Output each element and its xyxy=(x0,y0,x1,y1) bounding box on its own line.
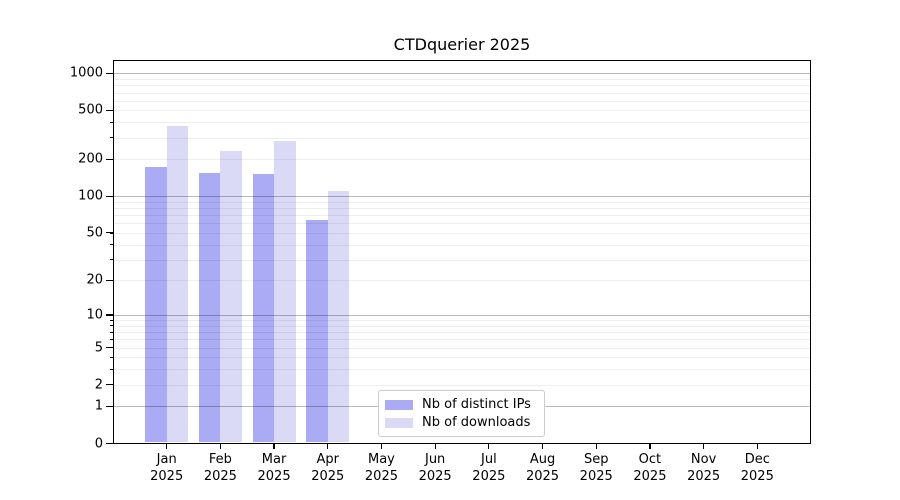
y-tick-label-10: 10 xyxy=(86,307,103,323)
gridline-y-1000 xyxy=(113,73,811,75)
chart-legend: Nb of distinct IPs Nb of downloads xyxy=(378,390,545,437)
x-tick-mark-nov xyxy=(703,444,705,449)
y-minor-tick-9 xyxy=(109,319,113,321)
x-tick-mark-feb xyxy=(219,444,221,449)
y-tick-label-20: 20 xyxy=(86,272,103,288)
y-minor-tick-8 xyxy=(109,325,113,327)
y-tick-mark-500 xyxy=(106,109,113,112)
x-tick-mark-aug xyxy=(541,444,544,449)
y-minor-tick-7 xyxy=(109,331,113,333)
y-tick-label-200: 200 xyxy=(78,151,103,167)
x-tick-mark-jan xyxy=(166,444,168,449)
y-minor-tick-3 xyxy=(109,368,113,370)
y-tick-label-100: 100 xyxy=(78,188,103,204)
chart-title: CTDquerier 2025 xyxy=(393,35,531,54)
y-tick-mark-5 xyxy=(106,346,113,349)
x-tick-mark-jul xyxy=(488,444,490,449)
x-tick-label-jul: Jul 2025 xyxy=(472,452,506,484)
y-minor-tick-30 xyxy=(109,259,113,261)
y-tick-mark-50 xyxy=(106,232,113,234)
x-tick-mark-dec xyxy=(756,444,758,449)
bar-nb-of-downloads-feb xyxy=(220,150,242,443)
y-tick-mark-1000 xyxy=(106,72,113,74)
x-tick-mark-jun xyxy=(434,444,436,449)
y-minor-tick-6 xyxy=(109,338,113,340)
y-tick-mark-10 xyxy=(106,314,113,316)
y-tick-label-1000: 1000 xyxy=(69,65,103,81)
legend-label-distinct-ips: Nb of distinct IPs xyxy=(422,397,531,412)
gridline-y-800 xyxy=(113,85,811,87)
legend-label-downloads: Nb of downloads xyxy=(422,415,531,430)
bar-nb-of-distinct-ips-jan xyxy=(145,167,167,443)
x-tick-mark-mar xyxy=(273,444,275,449)
bar-nb-of-downloads-mar xyxy=(274,141,296,443)
y-tick-mark-20 xyxy=(106,279,113,281)
gridline-y-200 xyxy=(113,159,811,161)
gridline-y-700 xyxy=(113,92,811,94)
y-tick-mark-2 xyxy=(106,384,113,386)
x-tick-mark-may xyxy=(380,444,383,449)
x-tick-label-aug: Aug 2025 xyxy=(525,452,560,484)
gridline-y-900 xyxy=(113,79,811,81)
bar-nb-of-distinct-ips-mar xyxy=(252,174,275,443)
y-tick-label-50: 50 xyxy=(86,225,103,241)
legend-item-downloads: Nb of downloads xyxy=(385,414,536,431)
y-tick-label-500: 500 xyxy=(78,102,103,118)
y-tick-label-2: 2 xyxy=(94,377,103,393)
y-minor-tick-40 xyxy=(109,244,113,246)
x-tick-mark-oct xyxy=(649,444,651,449)
y-minor-tick-300 xyxy=(109,137,113,139)
x-tick-label-dec: Dec 2025 xyxy=(740,452,774,484)
y-tick-label-1: 1 xyxy=(94,398,103,414)
y-tick-label-0: 0 xyxy=(94,436,103,451)
bar-nb-of-distinct-ips-apr xyxy=(306,219,328,443)
x-tick-label-oct: Oct 2025 xyxy=(633,452,667,484)
y-tick-label-5: 5 xyxy=(94,340,103,356)
x-tick-label-mar: Mar 2025 xyxy=(257,452,291,484)
bar-nb-of-distinct-ips-feb xyxy=(198,173,221,443)
y-minor-tick-400 xyxy=(109,121,113,124)
gridline-y-400 xyxy=(113,122,811,124)
y-tick-mark-1 xyxy=(106,405,113,407)
x-tick-label-feb: Feb 2025 xyxy=(203,452,237,484)
legend-item-distinct-ips: Nb of distinct IPs xyxy=(385,396,536,413)
x-tick-label-jun: Jun 2025 xyxy=(418,452,452,484)
legend-swatch-downloads xyxy=(385,417,413,428)
x-tick-label-sep: Sep 2025 xyxy=(579,452,613,484)
y-minor-tick-4 xyxy=(109,356,113,358)
y-tick-mark-200 xyxy=(106,158,113,160)
gridline-y-600 xyxy=(113,100,811,102)
y-tick-mark-0 xyxy=(106,442,113,445)
legend-swatch-distinct-ips xyxy=(385,399,413,410)
x-tick-label-may: May 2025 xyxy=(364,452,398,484)
x-tick-label-apr: Apr 2025 xyxy=(311,452,345,484)
bar-nb-of-downloads-apr xyxy=(327,190,350,443)
gridline-y-500 xyxy=(113,110,811,112)
x-tick-mark-sep xyxy=(595,444,597,449)
x-tick-mark-apr xyxy=(327,444,329,449)
y-tick-mark-100 xyxy=(106,195,113,197)
gridline-y-300 xyxy=(113,137,811,139)
x-tick-label-jan: Jan 2025 xyxy=(150,452,184,484)
x-tick-label-nov: Nov 2025 xyxy=(687,452,721,484)
bar-nb-of-downloads-jan xyxy=(166,125,189,443)
